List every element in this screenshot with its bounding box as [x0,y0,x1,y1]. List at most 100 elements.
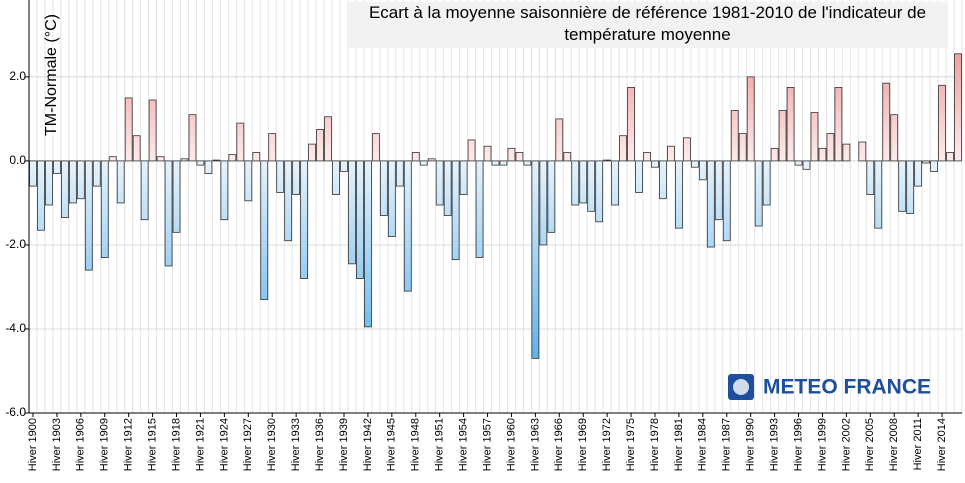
x-tick-label: Hiver 1987 [721,418,733,471]
x-tick-label: Hiver 1903 [51,418,63,471]
bar [164,160,173,267]
bar [786,86,795,162]
bar [499,160,508,166]
bar [914,160,923,187]
x-tick-label: Hiver 1990 [745,418,757,471]
y-tick-label: -6.0 [5,405,26,419]
bar [403,160,412,292]
bar [45,160,53,206]
bar [427,158,436,162]
x-tick-label: Hiver 2014 [936,418,948,471]
x-tick-label: Hiver 1906 [75,418,87,471]
x-tick-label: Hiver 1996 [792,418,804,471]
bar [92,160,101,187]
bar [619,135,627,162]
logo-icon [733,379,749,395]
x-tick-label: Hiver 1930 [266,418,278,471]
bar [667,145,675,162]
bar [276,160,285,193]
x-tick-label: Hiver 1975 [625,418,637,471]
bar [906,160,915,214]
x-tick-label: Hiver 1921 [194,418,206,471]
bar [882,82,891,162]
bar [890,114,899,162]
bar [108,156,117,162]
bar [874,160,883,229]
bar [547,160,556,233]
bar [180,158,189,162]
bar [826,133,835,162]
bar [579,160,588,204]
bar [818,147,827,162]
x-tick-label: Hiver 1978 [649,418,661,471]
y-tick-label: 2.0 [9,69,26,83]
x-tick-label: Hiver 1951 [434,418,446,471]
bar [475,160,484,258]
bar [379,160,388,216]
x-tick-label: Hiver 1936 [314,418,326,471]
bar [810,112,819,162]
bar [675,160,683,229]
x-tick-label: Hiver 1915 [147,418,159,471]
x-tick-label: Hiver 1960 [505,418,517,471]
bar [451,160,460,261]
x-tick-label: Hiver 1999 [816,418,828,471]
x-tick-label: Hiver 1966 [553,418,565,471]
bar [260,160,269,300]
x-tick-label: Hiver 1984 [697,418,709,471]
bar [627,86,635,162]
bar [587,160,596,212]
bar [698,160,707,181]
bar [515,152,524,162]
bar [794,160,803,166]
bar [76,160,85,200]
bar [435,160,444,206]
bar [212,159,221,162]
bar [340,160,348,172]
bar [292,160,301,195]
bar [858,141,867,162]
bar [635,160,643,193]
bar [371,133,380,162]
bar [308,143,316,162]
bar [930,160,938,172]
bar [491,160,500,166]
bar [252,152,261,162]
bar [84,160,93,271]
x-tick-label: Hiver 1900 [27,418,39,471]
bar [268,133,277,162]
bar [364,160,372,328]
x-tick-label: Hiver 1969 [577,418,589,471]
bar [411,152,420,162]
x-tick-label: Hiver 1954 [458,418,470,471]
bar [898,160,907,212]
bar [754,160,763,227]
bar [443,160,452,216]
bar [53,160,61,174]
x-tick-label: Hiver 2008 [888,418,900,471]
chart-title: Ecart à la moyenne saisonnière de référe… [347,2,948,48]
x-tick-label: Hiver 1993 [769,418,781,471]
x-tick-label: Hiver 1963 [529,418,541,471]
bar [300,160,309,279]
x-tick-label: Hiver 1933 [290,418,302,471]
bar [922,160,931,164]
bar [116,160,125,204]
bar [802,160,811,170]
bar [156,156,165,162]
bar [228,154,237,162]
bar [132,135,141,162]
bar [100,160,109,258]
bar [124,97,133,162]
y-tick-label: -4.0 [5,321,26,335]
bar [467,139,476,162]
bar [954,53,962,162]
bar [483,145,492,162]
bar [356,160,364,279]
bar [204,160,213,174]
x-tick-label: Hiver 1942 [362,418,374,471]
bar [37,160,45,231]
bar [778,110,787,162]
bar [459,160,468,195]
